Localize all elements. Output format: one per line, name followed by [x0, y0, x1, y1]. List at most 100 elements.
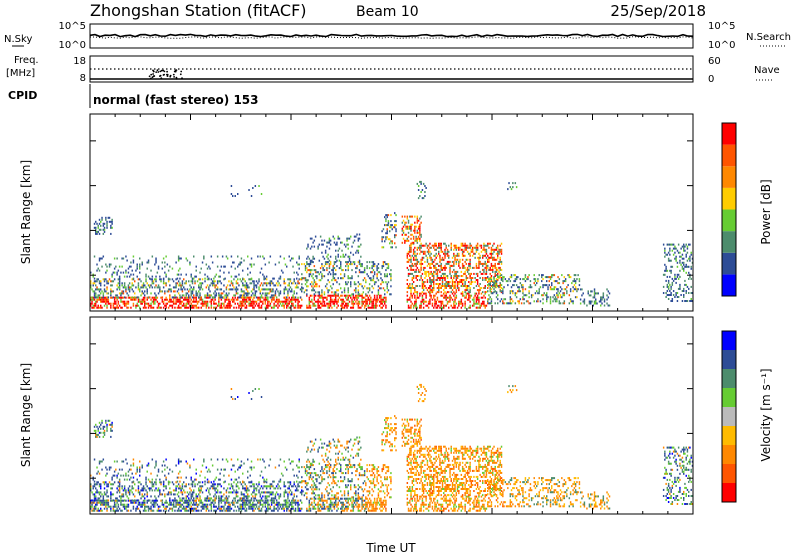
- power-cell: [587, 290, 589, 293]
- power-cell: [189, 263, 191, 266]
- power-cell: [433, 283, 435, 286]
- power-cell: [91, 296, 93, 299]
- power-cell: [666, 243, 669, 246]
- power-cell: [326, 255, 328, 258]
- power-cell: [476, 248, 479, 251]
- power-cell: [96, 278, 98, 281]
- power-cell: [530, 286, 533, 289]
- power-cell: [390, 220, 392, 223]
- power-cell: [385, 220, 387, 223]
- power-cell: [436, 287, 439, 290]
- power-cell: [287, 298, 289, 301]
- velocity-cell: [199, 485, 201, 488]
- power-cell: [476, 279, 479, 282]
- velocity-cell: [130, 489, 132, 492]
- velocity-cell: [278, 503, 280, 506]
- power-cell: [470, 277, 473, 280]
- power-cell: [97, 294, 99, 297]
- power-cell: [201, 288, 204, 291]
- power-cell: [444, 266, 446, 269]
- power-cell: [497, 244, 499, 247]
- power-cell: [102, 294, 105, 297]
- power-cell: [186, 298, 189, 301]
- power-cell: [110, 292, 112, 295]
- power-cell: [171, 306, 174, 309]
- velocity-cell: [116, 491, 118, 494]
- power-cell: [412, 281, 415, 284]
- power-cell: [232, 284, 234, 287]
- velocity-cell: [154, 489, 156, 492]
- power-cell: [548, 280, 550, 283]
- power-cell: [691, 292, 694, 295]
- power-cell: [233, 261, 235, 264]
- power-cell: [156, 300, 159, 303]
- power-cell: [431, 260, 434, 263]
- power-cell: [100, 282, 102, 285]
- power-cell: [497, 285, 499, 288]
- power-cell: [487, 244, 489, 247]
- velocity-cell: [115, 499, 117, 502]
- power-cell: [473, 246, 475, 249]
- velocity-cell: [165, 501, 167, 504]
- power-cell: [422, 281, 425, 284]
- power-cell: [368, 300, 371, 303]
- power-cell: [238, 296, 240, 299]
- power-cell: [525, 294, 528, 297]
- power-cell: [208, 294, 210, 297]
- power-cell: [142, 292, 145, 295]
- velocity-cell: [91, 501, 93, 504]
- power-cell: [291, 288, 293, 291]
- power-cell: [476, 256, 479, 259]
- power-cell: [427, 287, 430, 290]
- power-cell: [93, 298, 96, 301]
- power-cell: [494, 262, 496, 265]
- power-cell: [471, 298, 474, 301]
- power-cell: [353, 263, 356, 266]
- power-cell: [593, 290, 596, 293]
- velocity-cell: [127, 509, 130, 512]
- power-cell: [322, 300, 324, 303]
- power-cell: [96, 263, 98, 266]
- velocity-cell: [186, 505, 189, 508]
- power-cell: [479, 287, 481, 290]
- power-cell: [135, 286, 137, 289]
- power-cell: [461, 258, 464, 261]
- power-cell: [607, 304, 610, 307]
- power-cell: [270, 298, 273, 301]
- power-cell: [355, 296, 357, 299]
- power-cell: [294, 286, 297, 289]
- velocity-cell: [117, 499, 120, 502]
- power-cell: [118, 277, 121, 280]
- power-cell: [566, 290, 568, 293]
- power-cell: [427, 270, 430, 273]
- power-cell: [676, 265, 679, 268]
- velocity-cell: [90, 499, 92, 502]
- power-cell: [380, 298, 382, 301]
- power-cell: [111, 220, 113, 223]
- power-cell: [184, 288, 186, 291]
- power-cell: [387, 220, 390, 223]
- power-cell: [414, 227, 416, 230]
- power-cell: [422, 256, 425, 259]
- power-cell: [313, 265, 316, 268]
- power-cell: [484, 254, 486, 257]
- velocity-cell: [189, 487, 191, 490]
- power-cell: [381, 300, 383, 303]
- velocity-cell: [216, 507, 219, 510]
- power-cell: [410, 244, 412, 247]
- velocity-cell: [171, 499, 174, 502]
- power-cell: [448, 296, 450, 299]
- velocity-cell: [244, 505, 246, 508]
- power-cell: [262, 273, 264, 276]
- power-cell: [235, 288, 238, 291]
- power-cell: [376, 265, 378, 268]
- power-cell: [543, 284, 545, 287]
- velocity-cell: [98, 485, 101, 488]
- power-cell: [110, 226, 112, 229]
- power-cell: [313, 279, 316, 282]
- power-cell: [490, 250, 493, 253]
- power-cell: [181, 304, 184, 307]
- power-cell: [690, 251, 692, 254]
- power-cell: [384, 300, 386, 303]
- power-cell: [253, 263, 255, 266]
